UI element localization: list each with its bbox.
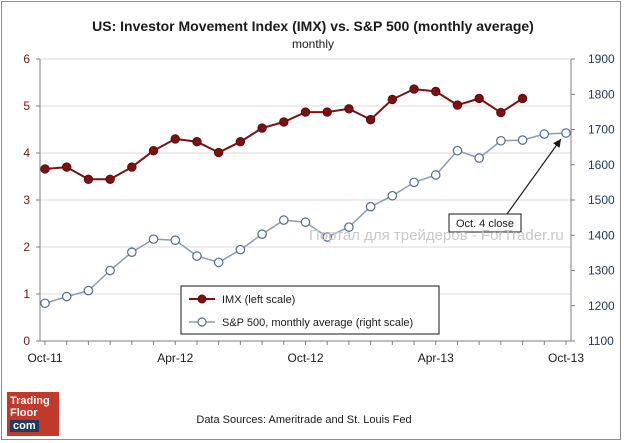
watermark: Портал для трейдеров - ForTrader.ru	[309, 227, 564, 244]
sp500-point	[192, 251, 202, 261]
imx-point	[322, 107, 332, 117]
imx-point	[192, 137, 202, 147]
imx-point	[170, 134, 180, 144]
sp500-point	[61, 291, 72, 302]
imx-point	[431, 86, 441, 97]
x-tick-label: Apr-12	[157, 351, 193, 365]
sp500-point	[105, 265, 115, 276]
sp500-point	[365, 201, 376, 212]
sp500-point	[170, 235, 181, 245]
y-right-tick-label: 1100	[588, 334, 614, 348]
logo-line-3: com	[10, 420, 39, 432]
y-right-tick-label: 1400	[588, 228, 615, 242]
sp500-point	[517, 135, 528, 145]
imx-point	[148, 145, 159, 156]
sp500-point	[235, 244, 246, 255]
imx-point	[279, 117, 289, 127]
logo-line-2: Floor	[10, 407, 38, 419]
imx-point	[83, 174, 94, 185]
x-tick-label: Apr-13	[418, 351, 454, 365]
y-right-tick-label: 1600	[588, 158, 615, 172]
y-left-tick-label: 3	[23, 193, 30, 207]
sp500-point	[430, 170, 441, 180]
annotation: Oct. 4 close	[448, 138, 562, 233]
imx-point	[105, 174, 115, 185]
sp500-point	[127, 247, 137, 257]
imx-point	[300, 107, 311, 117]
tradingfloor-logo: Trading Floor com	[7, 392, 59, 436]
data-source: Data Sources: Ameritrade and St. Louis F…	[196, 414, 411, 426]
imx-point	[40, 164, 50, 174]
imx-point	[213, 147, 224, 158]
imx-point	[517, 93, 528, 104]
imx-point	[474, 93, 484, 104]
x-tick-label: Oct-13	[548, 351, 584, 365]
sp500-point	[409, 177, 419, 188]
sp500-point	[387, 190, 398, 201]
y-right-tick-label: 1200	[588, 299, 615, 313]
sp500-point	[148, 234, 159, 244]
sp500-point	[344, 222, 354, 232]
sp500-point	[539, 129, 550, 139]
sp500-point	[474, 153, 484, 163]
sp500-point	[322, 232, 333, 242]
imx-point	[365, 114, 376, 125]
annotation-box	[448, 213, 522, 233]
sp500-point	[40, 298, 50, 309]
annotation-arrowhead	[553, 139, 561, 148]
y-left-tick-label: 2	[23, 240, 30, 254]
sp500-point	[300, 217, 311, 228]
y-right-tick-label: 1300	[588, 264, 615, 278]
imx-point	[257, 123, 267, 133]
y-left-tick-label: 6	[23, 52, 30, 66]
y-left-tick-label: 5	[23, 99, 30, 113]
series-group	[40, 84, 571, 309]
sp500-point	[213, 257, 224, 268]
sp500-point	[83, 285, 94, 296]
y-right-tick-label: 1900	[588, 52, 615, 66]
imx-point	[127, 162, 137, 172]
imx-point	[62, 162, 72, 172]
sp500-point	[496, 135, 506, 146]
annotation-arrow	[506, 138, 562, 215]
imx-point	[344, 104, 354, 114]
x-tick-label: Oct-11	[27, 351, 62, 365]
sp500-point	[561, 128, 571, 138]
imx-point	[387, 94, 398, 105]
imx-point	[409, 84, 419, 94]
chart-subtitle: monthly	[292, 37, 334, 51]
imx-point	[496, 107, 506, 118]
y-left-tick-label: 0	[23, 334, 30, 348]
legend-swatch-marker	[197, 317, 207, 327]
axes: 0 1 2 3 4 5 6 1100 1200 1300 1400 1500 1600 1700 1800 1…	[23, 52, 615, 365]
chart-title: US: Investor Movement Index (IMX) vs. S&…	[92, 18, 534, 34]
legend: IMX (left scale) S&P 500, monthly average…	[180, 285, 440, 335]
y-left-tick-label: 4	[23, 146, 30, 160]
gridlines	[40, 58, 571, 295]
annotation-label: Oct. 4 close	[456, 218, 514, 230]
imx-point	[235, 137, 246, 147]
y-right-tick-label: 1700	[588, 123, 615, 137]
x-tick-label: Oct-12	[287, 351, 323, 365]
y-left-tick-label: 1	[23, 287, 30, 301]
legend-label: IMX (left scale)	[222, 294, 295, 306]
legend-label: S&P 500, monthly average (right scale)	[222, 317, 413, 329]
sp500-point	[452, 145, 463, 156]
y-right-tick-label: 1500	[588, 193, 615, 207]
logo-line-1: Trading	[10, 395, 50, 407]
sp500-point	[278, 215, 289, 225]
series-line-0	[44, 88, 524, 181]
y-right-tick-label: 1800	[588, 87, 615, 101]
legend-box	[180, 285, 440, 335]
legend-swatch-marker	[197, 294, 207, 304]
imx-point	[452, 100, 463, 110]
sp500-point	[257, 229, 267, 239]
